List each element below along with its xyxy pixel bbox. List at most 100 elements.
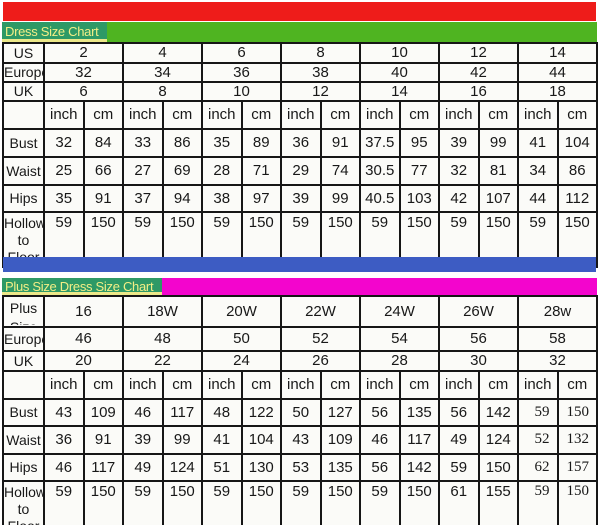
measure-cell: 36 bbox=[280, 128, 322, 158]
measure-cell: 99 bbox=[161, 425, 203, 455]
size-cell: 16 bbox=[43, 295, 124, 328]
measure-cell: 35 bbox=[201, 128, 243, 158]
size-cell: 4 bbox=[122, 42, 203, 64]
unit-cell: cm bbox=[82, 100, 124, 130]
blue-divider bbox=[3, 257, 596, 272]
size-cell: 36 bbox=[201, 62, 282, 83]
measure-cell: 29 bbox=[280, 156, 322, 186]
size-cell: 12 bbox=[438, 42, 519, 64]
measure-cell: 127 bbox=[319, 398, 361, 427]
dress-size-table: US 2 4 6 8 10 12 14 Europe 32 34 36 38 4… bbox=[2, 42, 598, 268]
measure-cell: 59 bbox=[517, 398, 559, 427]
bust-row: Bust 43 109 46 117 48 122 50 127 56 135 … bbox=[2, 398, 598, 427]
size-cell: 44 bbox=[517, 62, 598, 83]
measure-cell: 46 bbox=[122, 398, 164, 427]
measure-cell: 46 bbox=[359, 425, 401, 455]
dress-chart-title-bar: Dress Size Chart bbox=[2, 22, 597, 42]
measure-cell: 37.5 bbox=[359, 128, 401, 158]
unit-cell: inch bbox=[122, 370, 164, 400]
measure-cell: 150 bbox=[240, 480, 282, 525]
measure-cell: 89 bbox=[240, 128, 282, 158]
blank-cell bbox=[2, 100, 45, 130]
measure-cell: 28 bbox=[201, 156, 243, 186]
measure-cell: 69 bbox=[161, 156, 203, 186]
size-cell: 10 bbox=[201, 81, 282, 102]
measure-cell: 40.5 bbox=[359, 184, 401, 213]
size-cell: 18 bbox=[517, 81, 598, 102]
dress-chart-title: Dress Size Chart bbox=[2, 22, 108, 42]
unit-cell: inch bbox=[43, 100, 85, 130]
size-cell: 32 bbox=[43, 62, 124, 83]
measure-cell: 71 bbox=[240, 156, 282, 186]
measure-cell: 59 bbox=[359, 480, 401, 525]
measure-cell: 74 bbox=[319, 156, 361, 186]
measure-cell: 44 bbox=[517, 184, 559, 213]
measure-cell: 33 bbox=[122, 128, 164, 158]
unit-cell: inch bbox=[517, 100, 559, 130]
size-cell: 28 bbox=[359, 350, 440, 372]
size-cell: 30 bbox=[438, 350, 519, 372]
measure-cell: 51 bbox=[201, 453, 243, 482]
measure-cell: 104 bbox=[556, 128, 598, 158]
measure-cell: 132 bbox=[556, 425, 598, 455]
measure-cell: 150 bbox=[319, 480, 361, 525]
measure-cell: 38 bbox=[201, 184, 243, 213]
size-cell: 8 bbox=[280, 42, 361, 64]
size-cell: 10 bbox=[359, 42, 440, 64]
measure-cell: 150 bbox=[477, 453, 519, 482]
size-cell: 14 bbox=[517, 42, 598, 64]
unit-cell: inch bbox=[280, 100, 322, 130]
measure-cell: 56 bbox=[359, 398, 401, 427]
measure-cell: 59 bbox=[201, 211, 243, 268]
measure-cell: 43 bbox=[43, 398, 85, 427]
measure-cell: 124 bbox=[477, 425, 519, 455]
unit-cell: cm bbox=[240, 370, 282, 400]
size-cell: 6 bbox=[201, 42, 282, 64]
measure-cell: 94 bbox=[161, 184, 203, 213]
measure-cell: 117 bbox=[82, 453, 124, 482]
unit-cell: cm bbox=[319, 370, 361, 400]
units-row: inch cm inch cm inch cm inch cm inch cm … bbox=[2, 100, 598, 130]
measure-cell: 77 bbox=[398, 156, 440, 186]
measure-cell: 150 bbox=[161, 480, 203, 525]
row-label: Waist bbox=[2, 425, 45, 455]
measure-cell: 66 bbox=[82, 156, 124, 186]
unit-cell: cm bbox=[319, 100, 361, 130]
measure-cell: 49 bbox=[438, 425, 480, 455]
unit-cell: inch bbox=[280, 370, 322, 400]
measure-cell: 142 bbox=[477, 398, 519, 427]
measure-cell: 53 bbox=[280, 453, 322, 482]
measure-cell: 32 bbox=[43, 128, 85, 158]
measure-cell: 86 bbox=[556, 156, 598, 186]
measure-cell: 91 bbox=[319, 128, 361, 158]
unit-cell: cm bbox=[82, 370, 124, 400]
size-cell: 40 bbox=[359, 62, 440, 83]
measure-cell: 155 bbox=[477, 480, 519, 525]
unit-cell: inch bbox=[122, 100, 164, 130]
measure-cell: 122 bbox=[240, 398, 282, 427]
measure-cell: 27 bbox=[122, 156, 164, 186]
measure-cell: 46 bbox=[43, 453, 85, 482]
size-cell: 34 bbox=[122, 62, 203, 83]
size-cell: 52 bbox=[280, 326, 361, 352]
size-cell: 26 bbox=[280, 350, 361, 372]
unit-cell: cm bbox=[161, 370, 203, 400]
unit-cell: inch bbox=[201, 370, 243, 400]
size-cell: 38 bbox=[280, 62, 361, 83]
measure-cell: 37 bbox=[122, 184, 164, 213]
measure-cell: 157 bbox=[556, 453, 598, 482]
measure-cell: 39 bbox=[122, 425, 164, 455]
red-banner bbox=[3, 2, 596, 21]
size-cell: 20W bbox=[201, 295, 282, 328]
measure-cell: 39 bbox=[280, 184, 322, 213]
measure-cell: 150 bbox=[556, 480, 598, 525]
measure-cell: 150 bbox=[398, 480, 440, 525]
unit-cell: cm bbox=[240, 100, 282, 130]
measure-cell: 35 bbox=[43, 184, 85, 213]
measure-cell: 81 bbox=[477, 156, 519, 186]
size-cell: 46 bbox=[43, 326, 124, 352]
measure-cell: 59 bbox=[517, 480, 559, 525]
measure-cell: 97 bbox=[240, 184, 282, 213]
measure-cell: 36 bbox=[43, 425, 85, 455]
